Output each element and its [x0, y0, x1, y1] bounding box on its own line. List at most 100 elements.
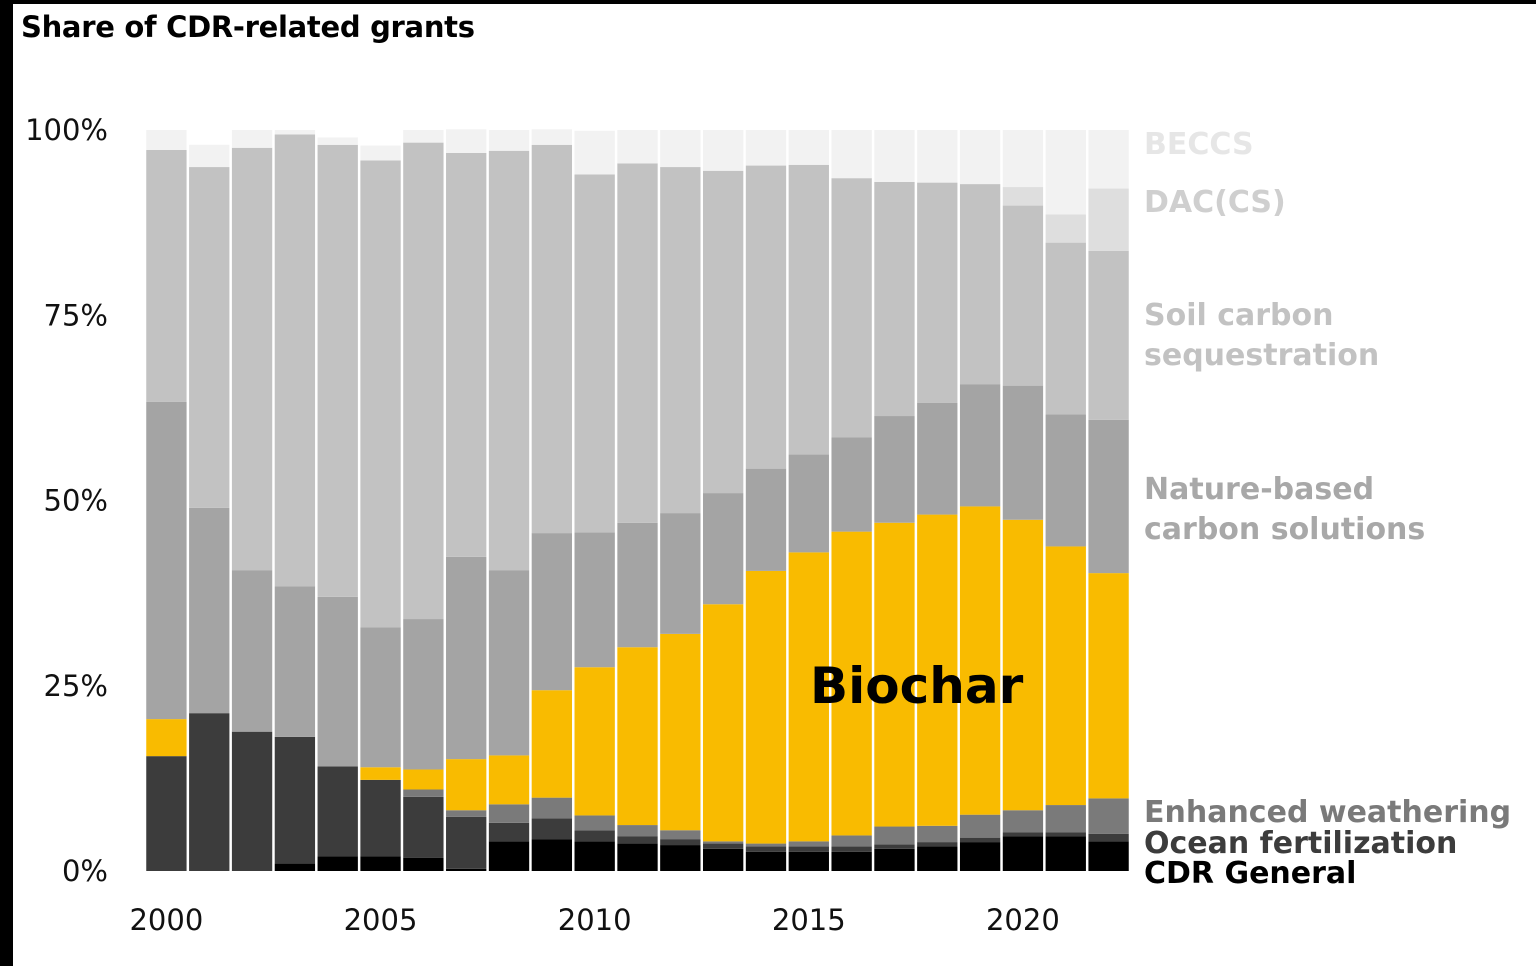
bar-segment-2008-enhanced-weathering — [488, 804, 530, 823]
bar-segment-2003-beccs — [274, 130, 316, 135]
bar-segment-2021-enhanced-weathering — [1045, 805, 1086, 833]
bar-segment-2022-enhanced-weathering — [1088, 798, 1129, 834]
bar-segment-2006-enhanced-weathering — [403, 789, 444, 797]
bar-segment-2007-enhanced-weathering — [446, 810, 487, 817]
bar-segment-2014-ocean-fertilization — [745, 846, 787, 852]
bar-segment-2021-ocean-fertilization — [1045, 832, 1086, 837]
bar-segment-2001-soil-carbon-sequestration — [189, 167, 230, 508]
bar-segment-2012-ocean-fertilization — [660, 839, 701, 846]
bar-segment-2021-nature-based-carbon-solutions — [1045, 414, 1086, 547]
y-tick-label: 50% — [44, 484, 108, 518]
bar-segment-2019-soil-carbon-sequestration — [959, 184, 1001, 385]
bar-segment-2002-ocean-fertilization — [231, 731, 273, 871]
bar-segment-2020-enhanced-weathering — [1002, 810, 1044, 833]
bar-segment-2019-ocean-fertilization — [959, 837, 1001, 843]
legend: BECCS DAC(CS) Soil carbon sequestration Natu… — [1144, 127, 1511, 891]
bar-segment-2016-nature-based-carbon-solutions — [831, 437, 872, 532]
bar-segment-2003-nature-based-carbon-solutions — [274, 586, 316, 737]
bar-segment-2021-cdr-general — [1045, 836, 1086, 871]
bar-segment-2008-biochar — [488, 755, 530, 805]
bar-segment-2021-dac-cs- — [1045, 214, 1086, 243]
bar-segment-2017-enhanced-weathering — [874, 826, 915, 845]
bar-segment-2017-nature-based-carbon-solutions — [874, 416, 915, 523]
x-axis: 2000 2005 2010 2015 2020 — [129, 903, 1059, 937]
x-tick-label: 2020 — [986, 903, 1060, 937]
bar-segment-2007-cdr-general — [446, 868, 487, 871]
x-tick-label: 2015 — [772, 903, 846, 937]
bar-segment-2005-biochar — [360, 767, 401, 780]
bar-segment-2020-cdr-general — [1002, 836, 1044, 871]
bar-segment-2013-biochar — [702, 604, 744, 842]
bar-segment-2020-biochar — [1002, 519, 1044, 811]
y-tick-label: 0% — [62, 854, 108, 888]
bar-segment-2020-nature-based-carbon-solutions — [1002, 385, 1044, 520]
bar-segment-2016-beccs — [831, 130, 872, 179]
bar-segment-2015-soil-carbon-sequestration — [788, 164, 829, 455]
bar-segment-2001-nature-based-carbon-solutions — [189, 507, 230, 714]
bar-segment-2013-enhanced-weathering — [702, 841, 744, 844]
bar-segment-2014-cdr-general — [745, 851, 787, 871]
bar-segment-2018-cdr-general — [917, 846, 958, 871]
bar-segment-2022-biochar — [1088, 573, 1129, 799]
bar-segment-2010-beccs — [574, 130, 615, 175]
bar-segment-2005-ocean-fertilization — [360, 779, 401, 857]
legend-label-enhanced-weathering: Enhanced weathering — [1144, 795, 1511, 830]
bar-segment-2000-ocean-fertilization — [146, 756, 187, 871]
bar-segment-2013-nature-based-carbon-solutions — [702, 493, 744, 605]
bar-segment-2017-soil-carbon-sequestration — [874, 181, 915, 417]
bar-segment-2010-nature-based-carbon-solutions — [574, 532, 615, 668]
bar-segment-2014-biochar — [745, 570, 787, 844]
legend-label-cdr-general: CDR General — [1144, 856, 1356, 891]
bar-segment-2019-beccs — [959, 130, 1001, 185]
bar-segment-2003-soil-carbon-sequestration — [274, 134, 316, 587]
bar-segment-2010-cdr-general — [574, 841, 615, 871]
bar-segment-2021-soil-carbon-sequestration — [1045, 242, 1086, 415]
bar-segment-2008-soil-carbon-sequestration — [488, 150, 530, 571]
bar-segment-2022-dac-cs- — [1088, 188, 1129, 251]
bar-segment-2004-soil-carbon-sequestration — [317, 144, 358, 597]
bar-segment-2009-soil-carbon-sequestration — [531, 144, 573, 534]
bar-segment-2015-nature-based-carbon-solutions — [788, 454, 829, 553]
bar-segment-2016-cdr-general — [831, 851, 872, 871]
bar-segment-2000-beccs — [146, 130, 187, 151]
series-label-biochar: Biochar — [810, 657, 1024, 715]
bar-segment-2022-beccs — [1088, 130, 1129, 189]
bar-segment-2016-enhanced-weathering — [831, 835, 872, 847]
bar-segment-2006-beccs — [403, 130, 444, 143]
bar-segment-2012-biochar — [660, 633, 701, 831]
bar-segment-2008-ocean-fertilization — [488, 822, 530, 842]
legend-label-dac-cs-: DAC(CS) — [1144, 185, 1286, 220]
bar-segment-2014-soil-carbon-sequestration — [745, 165, 787, 469]
bar-segment-2004-nature-based-carbon-solutions — [317, 596, 358, 767]
bars-layer — [146, 129, 1129, 871]
bar-segment-2021-biochar — [1045, 546, 1086, 806]
bar-segment-2004-cdr-general — [317, 856, 358, 871]
bar-segment-2011-cdr-general — [617, 843, 658, 871]
bar-segment-2013-soil-carbon-sequestration — [702, 170, 744, 494]
bar-segment-2012-enhanced-weathering — [660, 830, 701, 840]
bar-segment-2022-soil-carbon-sequestration — [1088, 250, 1129, 420]
bar-segment-2006-biochar — [403, 769, 444, 790]
bar-segment-2012-beccs — [660, 130, 701, 168]
bar-segment-2006-ocean-fertilization — [403, 796, 444, 858]
bar-segment-2012-cdr-general — [660, 845, 701, 871]
bar-segment-2020-soil-carbon-sequestration — [1002, 205, 1044, 386]
bar-segment-2015-ocean-fertilization — [788, 846, 829, 852]
bar-segment-2004-beccs — [317, 137, 358, 145]
bar-segment-2015-biochar — [788, 552, 829, 842]
bar-segment-2015-cdr-general — [788, 851, 829, 871]
bar-segment-2011-beccs — [617, 130, 658, 164]
bar-segment-2017-beccs — [874, 130, 915, 182]
bar-segment-2005-beccs — [360, 145, 401, 161]
bar-segment-2005-cdr-general — [360, 856, 401, 871]
bar-segment-2022-nature-based-carbon-solutions — [1088, 419, 1129, 574]
y-tick-label: 100% — [25, 113, 108, 147]
bar-segment-2018-enhanced-weathering — [917, 825, 958, 843]
bar-segment-2009-beccs — [531, 129, 573, 145]
bar-segment-2019-enhanced-weathering — [959, 814, 1001, 838]
bar-segment-2000-soil-carbon-sequestration — [146, 150, 187, 402]
bar-segment-2013-ocean-fertilization — [702, 843, 744, 849]
bar-segment-2009-cdr-general — [531, 839, 573, 871]
bar-segment-2005-soil-carbon-sequestration — [360, 160, 401, 628]
